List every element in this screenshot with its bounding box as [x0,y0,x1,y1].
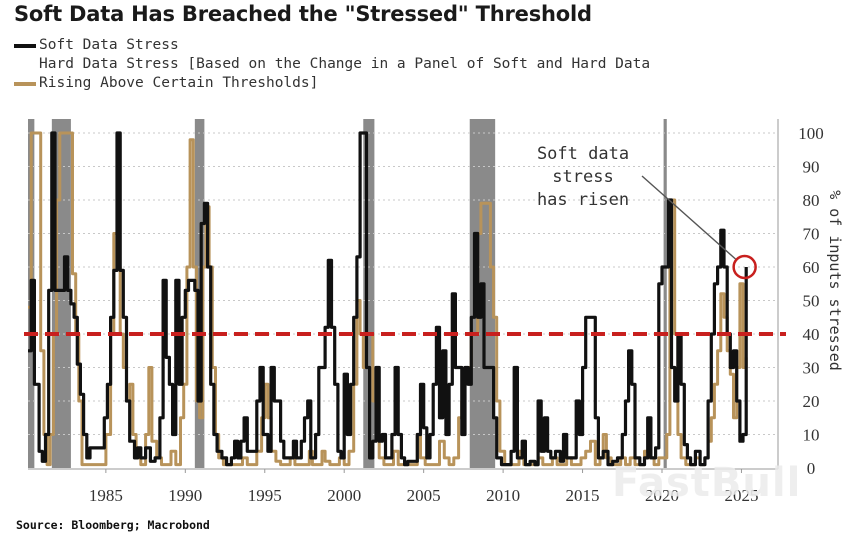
y-tick-label: 10 [803,426,820,445]
annotation-text-line: Soft data [537,144,629,164]
x-tick-label: 2015 [566,486,600,505]
legend: Soft Data Stress Hard Data Stress [Based… [14,36,739,93]
y-tick-label: 60 [803,258,820,277]
annotation-pointer-line [641,175,738,261]
legend-label-hard: Hard Data Stress [Based on the Change in… [39,56,651,91]
recession-band [663,119,667,468]
chart-title: Soft Data Has Breached the "Stressed" Th… [14,2,592,26]
y-tick-label: 0 [807,459,816,478]
recession-band [363,119,375,468]
legend-item-hard: Hard Data Stress [Based on the Change in… [14,55,739,93]
y-tick-label: 90 [803,158,820,177]
x-tick-label: 2000 [327,486,361,505]
axes: 1985 1990 1995 2000 2005 2010 2015 2020 2025 0 10 2… [28,119,844,505]
y-axis-title: % of inputs stressed [826,190,844,371]
y-tick-label: 20 [803,392,820,411]
x-tick-label: 1985 [89,486,123,505]
legend-item-soft: Soft Data Stress [14,36,739,55]
annotation-text-line: has risen [537,190,629,210]
annotation-circle [732,254,757,280]
annotation: Soft data stress has risen [537,144,757,280]
x-tick-label: 2025 [724,486,758,505]
y-tick-label: 80 [803,191,820,210]
y-tick-label: 30 [803,359,820,378]
source-note: Source: Bloomberg; Macrobond [16,518,210,532]
hard-data-stress-line [28,131,748,467]
x-tick-label: 1990 [168,486,202,505]
watermark: FastBull [612,460,802,506]
x-tick-label: 1995 [248,486,282,505]
y-tick-label: 40 [803,325,820,344]
annotation-text-line: stress [552,167,613,187]
x-tick-label: 2010 [486,486,520,505]
legend-swatch-hard [14,82,36,86]
series-lines [28,131,748,467]
legend-swatch-soft [14,44,36,48]
x-tick-label: 2020 [645,486,679,505]
y-tick-label: 100 [798,124,824,143]
legend-label-soft: Soft Data Stress [39,37,179,53]
soft-data-stress-line [28,131,748,467]
x-tick-label: 2005 [407,486,441,505]
y-tick-label: 50 [803,292,820,311]
y-tick-label: 70 [803,225,820,244]
